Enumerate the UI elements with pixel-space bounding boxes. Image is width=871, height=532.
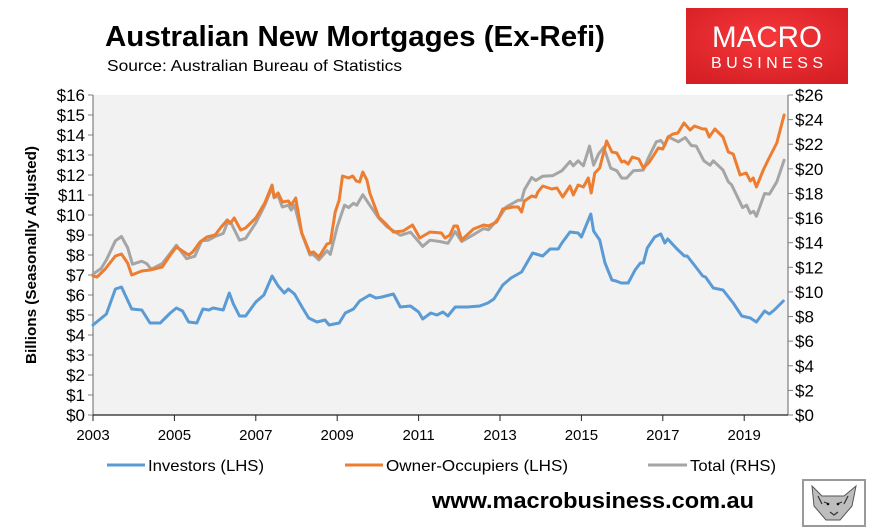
chart-source: Source: Australian Bureau of Statistics <box>107 58 402 75</box>
legend: Investors (LHS) Owner-Occupiers (LHS) To… <box>107 458 776 475</box>
logo-line2: BUSINESS <box>711 55 823 72</box>
left-tick-label: $5 <box>66 306 85 325</box>
right-tick-label: $4 <box>795 357 814 376</box>
x-tick-label: 2003 <box>76 427 109 444</box>
left-tick-label: $2 <box>66 366 85 385</box>
series-line-total-rhs <box>91 135 786 276</box>
left-tick-label: $12 <box>57 166 85 185</box>
x-tick-label: 2015 <box>565 427 598 444</box>
right-tick-label: $22 <box>795 135 823 154</box>
legend-label-total: Total (RHS) <box>690 458 776 475</box>
left-tick-label: $11 <box>58 186 85 205</box>
right-tick-label: $16 <box>795 209 823 228</box>
left-tick-label: $3 <box>66 346 85 365</box>
series-line-owner-occupiers-lhs <box>91 113 786 279</box>
series-lines <box>91 113 786 327</box>
left-tick-label: $0 <box>66 406 85 425</box>
left-tick-label: $1 <box>66 386 85 405</box>
right-tick-label: $10 <box>795 283 823 302</box>
logo-line1: MACRO <box>712 21 822 54</box>
left-tick-label: $7 <box>66 266 85 285</box>
plot-area <box>93 95 788 415</box>
right-tick-label: $24 <box>795 111 823 130</box>
x-tick-label: 2009 <box>321 427 354 444</box>
legend-label-owner-occupiers: Owner-Occupiers (LHS) <box>386 458 568 475</box>
right-tick-label: $0 <box>795 406 814 425</box>
left-tick-label: $9 <box>66 226 85 245</box>
chart-title: Australian New Mortgages (Ex-Refi) <box>105 21 605 53</box>
right-tick-label: $18 <box>795 184 823 203</box>
x-tick-label: 2005 <box>158 427 191 444</box>
left-tick-label: $6 <box>66 286 85 305</box>
x-tick-label: 2011 <box>402 427 434 444</box>
right-tick-label: $20 <box>795 160 823 179</box>
x-tick-label: 2019 <box>728 427 761 444</box>
left-tick-label: $4 <box>66 326 85 345</box>
legend-label-investors: Investors (LHS) <box>148 458 264 475</box>
x-tick-label: 2017 <box>646 427 679 444</box>
x-tick-label: 2007 <box>239 427 272 444</box>
left-tick-label: $8 <box>66 246 85 265</box>
x-tick-label: 2013 <box>483 427 516 444</box>
right-tick-label: $6 <box>795 332 814 351</box>
wolf-sketch-icon <box>802 479 866 527</box>
series-line-investors-lhs <box>91 212 785 327</box>
right-tick-label: $26 <box>795 86 823 105</box>
left-tick-label: $16 <box>57 86 85 105</box>
left-tick-label: $13 <box>57 146 85 165</box>
axes: $0$1$2$3$4$5$6$7$8$9$10$11$12$13$14$15$1… <box>57 86 824 444</box>
right-tick-label: $14 <box>795 234 823 253</box>
right-tick-label: $12 <box>795 258 823 277</box>
website-url[interactable]: www.macrobusiness.com.au <box>431 488 754 513</box>
left-tick-label: $14 <box>57 126 85 145</box>
right-tick-label: $8 <box>795 308 814 327</box>
left-tick-label: $15 <box>57 106 85 125</box>
macrobusiness-logo: MACRO BUSINESS <box>686 8 848 84</box>
right-tick-label: $2 <box>795 381 814 400</box>
y-axis-label: Billions (Seasonally Adjusted) <box>23 146 40 364</box>
left-tick-label: $10 <box>57 206 85 225</box>
